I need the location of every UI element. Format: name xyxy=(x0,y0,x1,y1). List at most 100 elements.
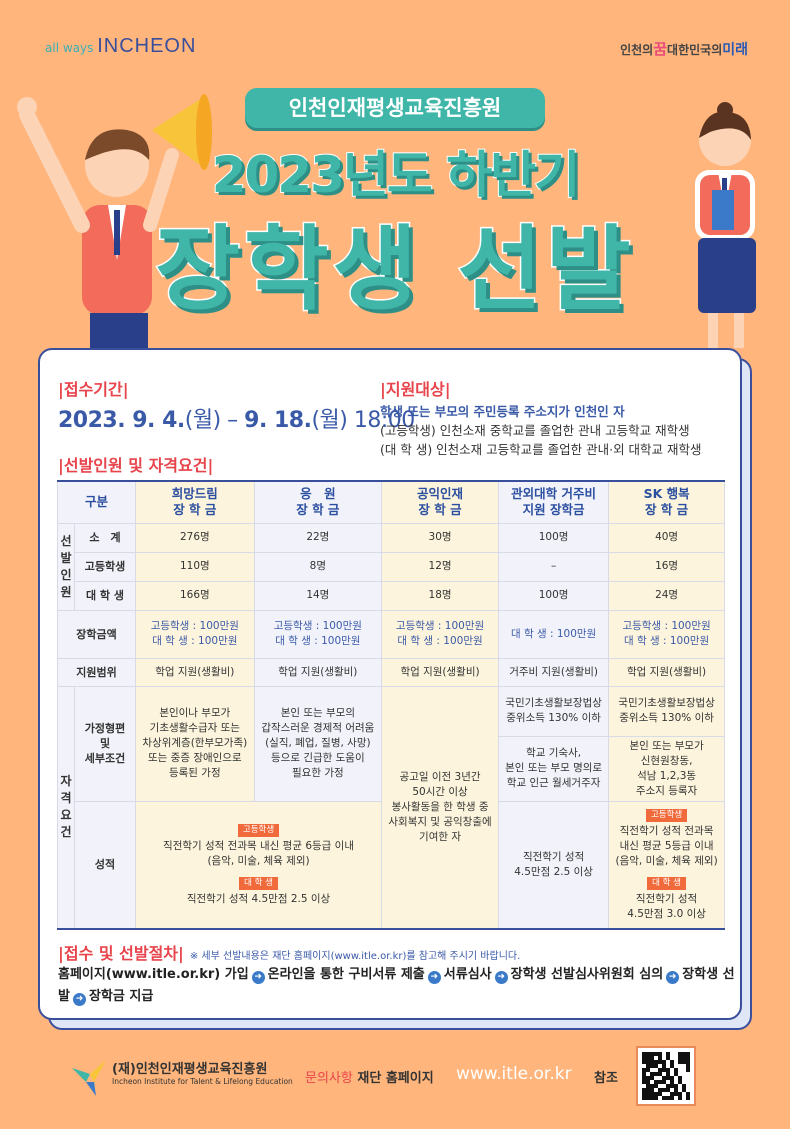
table-row-grades: 성적 고등학생 직전학기 성적 전과목 내신 평균 6등급 이내 (음악, 미술,… xyxy=(58,800,725,930)
scope-cell: 학업 지원(생활비) xyxy=(135,657,255,687)
target-heading: |지원대상| xyxy=(380,380,451,399)
family-cell: 본인 또는 부모의 갑작스러운 경제적 어려움 (실직, 폐업, 질병, 사망) 등으… xyxy=(253,685,383,802)
day-end: (월) xyxy=(311,408,348,433)
amount-cell: 고등학생 : 100만원 대 학 생 : 100만원 xyxy=(253,609,383,659)
row-label: 성적 xyxy=(74,800,136,930)
arrow-right-icon: ➜ xyxy=(251,971,265,984)
target-list: 학생 또는 부모의 주민등록 주소지가 인천인 자 (고등학생) 인천소재 중학… xyxy=(380,402,702,459)
row-label: 가정형편 및 세부조건 xyxy=(74,685,136,802)
row-label: 소 계 xyxy=(74,522,136,553)
table-row-amount: 장학금액 고등학생 : 100만원 대 학 생 : 100만원 고등학생 : 10… xyxy=(57,609,725,659)
procedure-heading: |접수 및 선발절차| ※ 세부 선발내용은 재단 홈페이지(www.itle.o… xyxy=(58,944,521,963)
slogan-logo: 인천의꿈대한민국의미래 xyxy=(620,38,748,59)
target-line: 학생 또는 부모의 주민등록 주소지가 인천인 자 xyxy=(380,404,625,419)
arrow-right-icon: ➜ xyxy=(494,971,508,984)
family-cell: 학교 기숙사, 본인 또는 부모 명의로 학교 인근 월세거주자 xyxy=(498,735,610,802)
scope-cell: 학업 지원(생활비) xyxy=(381,657,500,687)
selection-heading: |선발인원 및 자격요건| xyxy=(58,456,214,475)
date-start: 2023. 9. 4. xyxy=(58,408,185,433)
day-start: (월) xyxy=(184,408,221,433)
slogan-c: 대한민국의 xyxy=(667,43,723,57)
qr-code[interactable] xyxy=(636,1046,696,1106)
scope-cell: 학업 지원(생활비) xyxy=(608,657,725,687)
family-cell-merged: 공고일 이전 3년간 50시간 이상 봉사활동을 한 학생 중 사회복지 및 공익창출… xyxy=(381,685,500,930)
woman-with-book-illustration xyxy=(695,102,756,348)
procedure-step: 장학생 선발 xyxy=(58,967,735,1004)
time-end: 18:00 xyxy=(347,408,415,433)
footer-inquiry: 문의사항 재단 홈페이지 xyxy=(305,1071,434,1086)
procedure-step: 서류심사 xyxy=(443,967,492,982)
scope-cell: 학업 지원(생활비) xyxy=(253,657,383,687)
amount-cell: 고등학생 : 100만원 대 학 생 : 100만원 xyxy=(381,609,500,659)
family-cell: 국민기초생활보장법상 중위소득 130% 이하 xyxy=(498,685,610,737)
high-school-tag: 고등학생 xyxy=(645,809,688,823)
arrow-right-icon: ➜ xyxy=(666,971,680,984)
logo-big-text: INCHEON xyxy=(97,35,197,57)
procedure-step: 장학금 지급 xyxy=(88,989,154,1004)
count-cell: 100명 xyxy=(498,522,610,553)
procedure-step: 홈페이지(www.itle.or.kr) 가입 xyxy=(58,967,249,982)
procedure-step: 장학생 선발심사위원회 심의 xyxy=(510,967,664,982)
title-line1: 2023년도 하반기 xyxy=(211,145,582,205)
period-heading: |접수기간| xyxy=(58,380,129,399)
footer-url[interactable]: www.itle.or.kr xyxy=(456,1064,572,1084)
table-row-family-2: 학교 기숙사, 본인 또는 부모 명의로 학교 인근 월세거주자 본인 또는 부모가… xyxy=(58,735,725,802)
target-line: (고등학생) 인천소재 중학교를 졸업한 관내 고등학교 재학생 xyxy=(380,423,690,438)
arrow-right-icon: ➜ xyxy=(72,993,86,1006)
count-cell: 14명 xyxy=(253,580,383,611)
row-label: 장학금액 xyxy=(57,609,136,659)
procedure-step: 온라인을 통한 구비서류 제출 xyxy=(267,967,425,982)
footer-org-en: Incheon Institute for Talent & Lifelong … xyxy=(112,1077,293,1086)
university-tag: 대 학 생 xyxy=(647,877,687,891)
count-cell: – xyxy=(498,551,610,582)
man-with-megaphone-illustration xyxy=(17,94,212,353)
info-card: |접수기간| 2023. 9. 4.(월) – 9. 18.(월) 18:00 … xyxy=(38,348,742,1020)
table-row-count: 대 학 생 166명 14명 18명 100명 24명 xyxy=(58,580,725,611)
logo-small-text: all ways xyxy=(45,41,94,55)
count-cell: 40명 xyxy=(608,522,725,553)
row-label: 대 학 생 xyxy=(74,580,136,611)
row-label: 지원범위 xyxy=(57,657,136,687)
title-line2: 장학생 선발 xyxy=(154,215,635,325)
col-header: 공익인재 장 학 금 xyxy=(381,480,500,524)
amount-cell: 고등학생 : 100만원 대 학 생 : 100만원 xyxy=(135,609,255,659)
grades-cell: 고등학생 직전학기 성적 전과목 내신 평균 6등급 이내 (음악, 미술, 체육… xyxy=(134,800,383,930)
slogan-a: 인천의 xyxy=(620,43,654,57)
col-header: SK 행복 장 학 금 xyxy=(608,480,725,524)
family-cell: 국민기초생활보장법상 중위소득 130% 이하 xyxy=(608,685,725,737)
count-cell: 18명 xyxy=(381,580,500,611)
count-cell: 30명 xyxy=(381,522,500,553)
corner-header: 구분 xyxy=(57,480,136,524)
count-cell: 276명 xyxy=(135,522,255,553)
count-cell: 110명 xyxy=(135,551,255,582)
org-pill: 인천인재평생교육진흥원 xyxy=(245,88,545,128)
high-school-tag: 고등학생 xyxy=(237,824,280,838)
table-row-count: 고등학생 110명 8명 12명 –16명 xyxy=(58,551,725,582)
grades-cell: 직전학기 성적 4.5만점 2.5 이상 xyxy=(498,800,610,930)
target-line: (대 학 생) 인천소재 고등학교를 졸업한 관내·외 대학교 재학생 xyxy=(380,442,702,457)
count-cell: 8명 xyxy=(253,551,383,582)
family-cell: 본인이나 부모가 기초생활수급자 또는 차상위계층(한부모가족) 또는 중증 장애인으… xyxy=(135,685,255,802)
row-label: 고등학생 xyxy=(74,551,136,582)
count-cell: 166명 xyxy=(135,580,255,611)
date-end: 9. 18. xyxy=(244,408,312,433)
count-cell: 22명 xyxy=(253,522,383,553)
slogan-b: 꿈 xyxy=(653,40,668,58)
date-sep: – xyxy=(220,408,245,433)
grades-cell: 고등학생 직전학기 성적 전과목 내신 평균 5등급 이내 (음악, 미술, 체육 … xyxy=(608,800,725,930)
procedure-note: ※ 세부 선발내용은 재단 홈페이지(www.itle.or.kr)를 참고해 … xyxy=(189,951,521,962)
slogan-d: 미래 xyxy=(722,42,748,58)
table-row-scope: 지원범위 학업 지원(생활비) 학업 지원(생활비) 학업 지원(생활비) 거주… xyxy=(57,657,725,687)
footer-org: (재)인천인재평생교육진흥원 Incheon Institute for Tale… xyxy=(112,1062,293,1086)
count-cell: 12명 xyxy=(381,551,500,582)
incheon-logo: all ways INCHEON xyxy=(45,35,196,58)
qr-pattern xyxy=(642,1052,690,1100)
col-header: 관외대학 거주비 지원 장학금 xyxy=(498,480,610,524)
